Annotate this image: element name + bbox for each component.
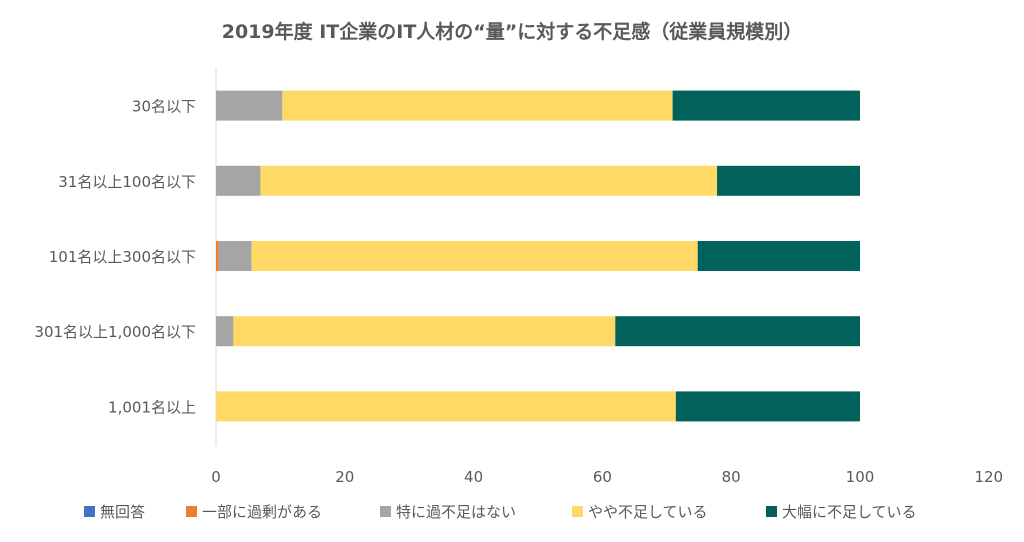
category-label: 1,001名以上 [108, 398, 196, 416]
x-tick-label: 40 [464, 468, 483, 486]
bar-segment [233, 316, 616, 347]
x-tick-label: 20 [335, 468, 354, 486]
x-tick-label: 80 [722, 468, 741, 486]
legend-swatch [186, 506, 197, 517]
bar-segment [216, 241, 219, 271]
category-label: 301名以上1,000名以下 [34, 323, 196, 341]
x-tick-label: 0 [211, 468, 221, 486]
legend-label: 特に過不足はない [396, 503, 516, 521]
legend-label: 無回答 [100, 503, 145, 521]
legend: 無回答 一部に過剰がある 特に過不足はない やや不足している 大幅に不足している [84, 503, 917, 521]
category-label: 30名以下 [132, 98, 196, 116]
legend-label: 大幅に不足している [782, 503, 917, 521]
legend-swatch [572, 506, 583, 517]
bar-segment [672, 90, 860, 121]
chart-title: 2019年度 IT企業のIT人材の“量”に対する不足感（従業員規模別） [222, 20, 803, 43]
bar-segment [216, 391, 676, 422]
bar-segment [216, 90, 283, 121]
x-tick-label: 60 [593, 468, 612, 486]
plot-area: 30名以下 31名以上100名以下 101名以上300名以下 301名以上1,000名… [34, 68, 1003, 486]
bar-segment [615, 316, 860, 347]
x-tick-label: 120 [974, 468, 1003, 486]
legend-swatch [766, 506, 777, 517]
category-label: 31名以上100名以下 [58, 173, 196, 191]
bar-segment [717, 165, 860, 196]
bar-segment [251, 241, 698, 271]
legend-swatch [380, 506, 391, 517]
bar-segment [216, 165, 261, 196]
legend-label: 一部に過剰がある [202, 503, 322, 521]
category-label: 101名以上300名以下 [49, 248, 196, 266]
bar-segment [675, 391, 860, 422]
legend-swatch [84, 506, 95, 517]
bar-segment [216, 316, 234, 347]
bar-segment [282, 90, 673, 121]
legend-label: やや不足している [588, 503, 708, 521]
x-tick-label: 100 [846, 468, 875, 486]
bar-segment [260, 165, 718, 196]
bar-segment [218, 241, 252, 271]
bar-segment [697, 241, 860, 271]
